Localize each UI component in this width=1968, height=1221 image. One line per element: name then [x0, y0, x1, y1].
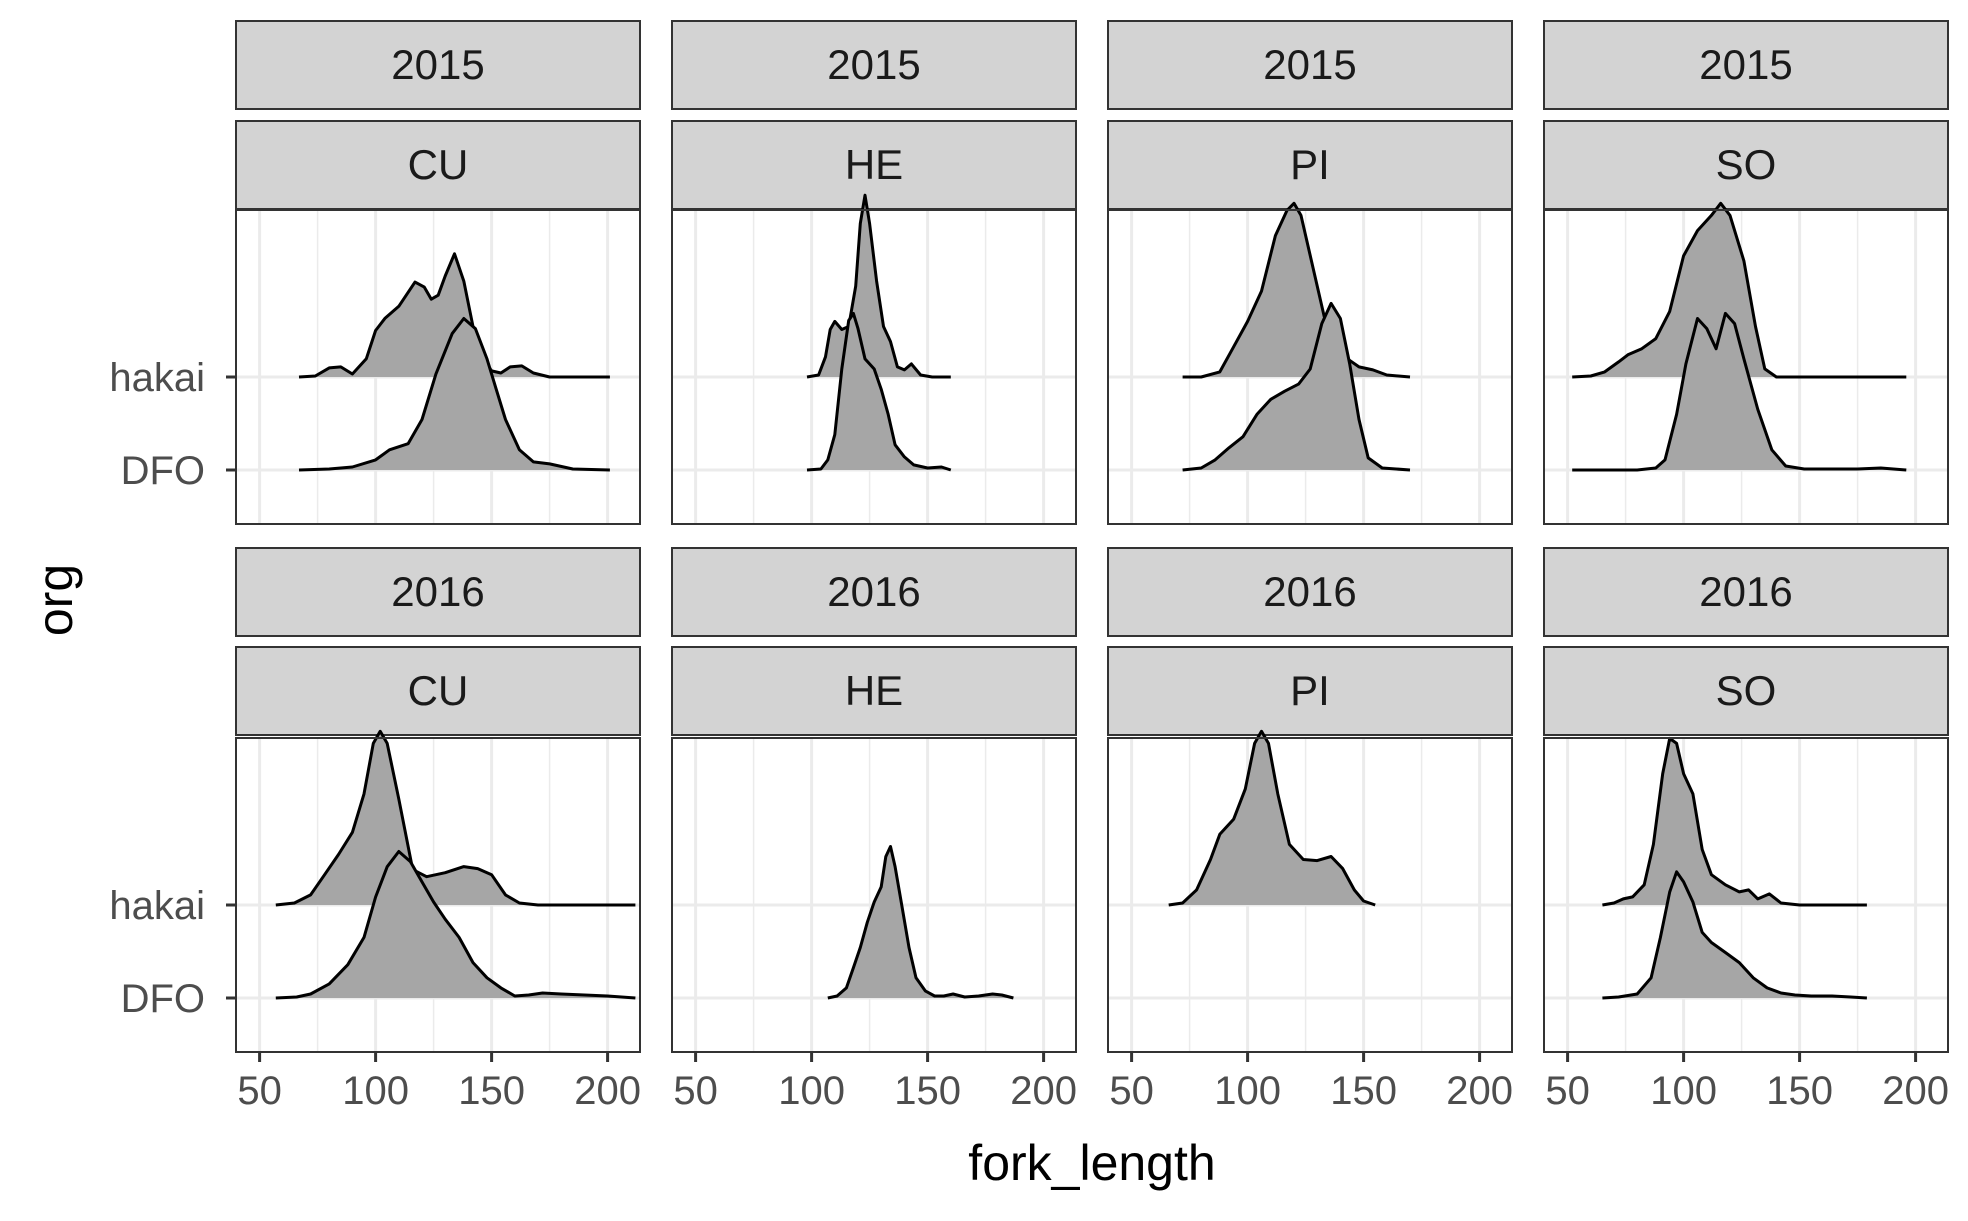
x-tick-label: 150	[458, 1069, 525, 1113]
y-tick-label-hakai: hakai	[109, 356, 205, 400]
strip-year	[671, 547, 1077, 637]
ridge-fill-dfo	[299, 318, 610, 470]
x-tick-label: 150	[1330, 1069, 1397, 1113]
panel-border	[1543, 737, 1949, 1053]
ridge-fill-hakai	[1602, 738, 1867, 905]
ridge-line-dfo	[806, 311, 952, 472]
ridge-fill-dfo	[275, 851, 636, 998]
panel-border	[1107, 209, 1513, 525]
strip-year	[235, 20, 641, 110]
panel-2016-SO: 2016 SO 50 100 150 200	[1543, 547, 1949, 1113]
strip-region-label: HE	[845, 667, 903, 714]
strip-year-label: 2015	[827, 41, 920, 88]
x-tick-label: 50	[237, 1069, 282, 1113]
ridge-fill-dfo	[807, 313, 951, 470]
panel-border	[671, 209, 1077, 525]
ridge-fill-hakai	[299, 253, 610, 377]
ridge-line-hakai	[1168, 729, 1376, 907]
strip-year	[671, 20, 1077, 110]
strip-year	[1543, 20, 1949, 110]
x-tick-label: 50	[1545, 1069, 1590, 1113]
y-tick-label-dfo: DFO	[121, 449, 205, 493]
strip-year	[1543, 547, 1949, 637]
strip-year-label: 2015	[391, 41, 484, 88]
strip-year	[235, 547, 641, 637]
ridge-line-hakai	[275, 729, 636, 907]
strip-region-label: PI	[1290, 141, 1330, 188]
panel-border	[235, 737, 641, 1053]
ridge-line-dfo	[1572, 311, 1907, 472]
strip-region	[235, 120, 641, 210]
panel-2016-HE: 2016 HE 50 100 150 200	[671, 547, 1077, 1113]
strip-year-label: 2016	[1263, 568, 1356, 615]
y-tick-label-dfo: DFO	[121, 977, 205, 1021]
strip-region-label: HE	[845, 141, 903, 188]
x-axis-title: fork_length	[968, 1135, 1215, 1191]
strip-year	[1107, 547, 1513, 637]
ridge-line-hakai	[298, 252, 610, 379]
ridge-fill-hakai	[275, 731, 636, 905]
panel-border	[235, 209, 641, 525]
panel-border	[1107, 737, 1513, 1053]
panel-border	[1543, 209, 1949, 525]
strip-year-label: 2016	[391, 568, 484, 615]
x-tick-label: 100	[342, 1069, 409, 1113]
ridge-line-hakai	[1602, 736, 1867, 907]
ridge-fill-hakai	[1168, 731, 1376, 905]
panel-2015-HE: 2015 HE	[671, 20, 1077, 525]
strip-region	[1107, 646, 1513, 736]
strip-year-label: 2016	[827, 568, 920, 615]
strip-region-label: CU	[408, 667, 469, 714]
ridge-line-dfo	[827, 845, 1014, 1000]
x-tick-label: 200	[1882, 1069, 1949, 1113]
panel-2015-PI: 2015 PI	[1107, 20, 1513, 525]
x-tick-label: 50	[1109, 1069, 1154, 1113]
x-tick-label: 100	[778, 1069, 845, 1113]
ridge-fill-dfo	[827, 846, 1014, 998]
x-tick-label: 150	[894, 1069, 961, 1113]
strip-region-label: CU	[408, 141, 469, 188]
strip-region-label: PI	[1290, 667, 1330, 714]
panel-2015-CU: 2015 CU hakai DFO	[109, 20, 641, 525]
panel-2015-SO: 2015 SO	[1543, 20, 1949, 525]
ridge-line-hakai	[1572, 201, 1907, 379]
ridge-fill-hakai	[807, 195, 951, 377]
panel-2016-PI: 2016 PI 50 100 150 200	[1107, 547, 1513, 1113]
x-tick-label: 200	[1010, 1069, 1077, 1113]
ridge-line-dfo	[1602, 870, 1867, 1000]
x-tick-label: 200	[1446, 1069, 1513, 1113]
strip-region	[235, 646, 641, 736]
panel-2016-CU: 2016 CU hakai DFO 50 100 150 200	[109, 547, 641, 1113]
strip-region-label: SO	[1716, 141, 1777, 188]
ridge-fill-hakai	[1182, 203, 1410, 377]
y-tick-label-hakai: hakai	[109, 884, 205, 928]
ridge-line-dfo	[298, 317, 610, 472]
strip-region	[1543, 120, 1949, 210]
plot-background	[672, 738, 1076, 1052]
x-tick-label: 150	[1766, 1069, 1833, 1113]
strip-region	[671, 646, 1077, 736]
strip-year	[1107, 20, 1513, 110]
ridge-fill-hakai	[1572, 203, 1907, 377]
x-tick-label: 100	[1650, 1069, 1717, 1113]
strip-region	[1107, 120, 1513, 210]
strip-region-label: SO	[1716, 667, 1777, 714]
strip-year-label: 2016	[1699, 568, 1792, 615]
ridge-line-dfo	[1182, 301, 1411, 472]
x-tick-label: 200	[574, 1069, 641, 1113]
ridge-line-dfo	[275, 850, 636, 1000]
x-tick-label: 50	[673, 1069, 718, 1113]
y-axis-title: org	[27, 564, 83, 636]
strip-year-label: 2015	[1699, 41, 1792, 88]
strip-region	[671, 120, 1077, 210]
x-tick-label: 100	[1214, 1069, 1281, 1113]
ridge-fill-dfo	[1572, 313, 1907, 470]
strip-year-label: 2015	[1263, 41, 1356, 88]
panel-border	[671, 737, 1077, 1053]
strip-region	[1543, 646, 1949, 736]
